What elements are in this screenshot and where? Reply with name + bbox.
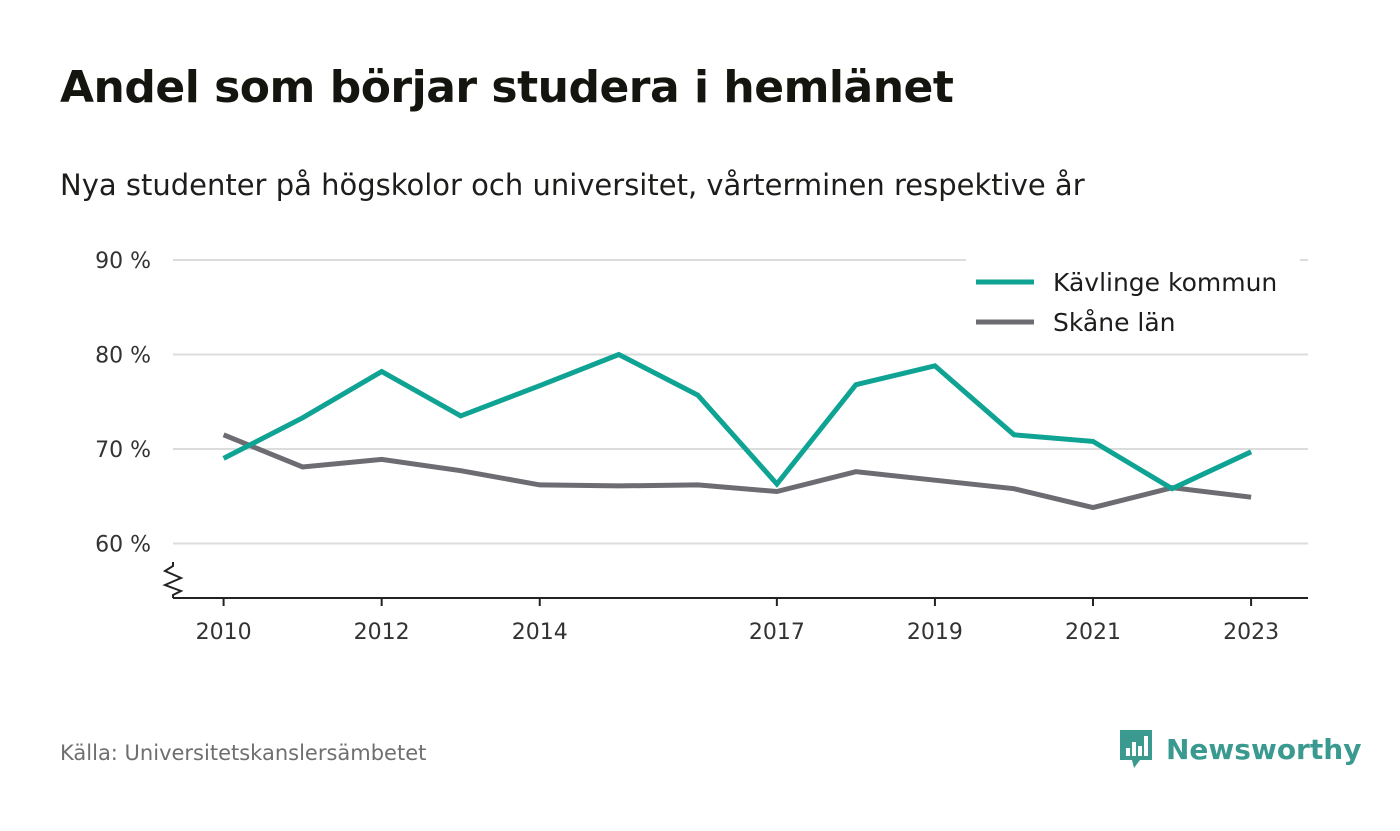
series-lines xyxy=(222,351,1253,511)
x-tick-label: 2023 xyxy=(1223,620,1279,645)
legend: Kävlinge kommun Skåne län xyxy=(966,257,1300,349)
y-tick-label: 70 % xyxy=(95,438,151,463)
y-tick-label: 60 % xyxy=(95,533,151,558)
brand-logo: Newsworthy xyxy=(1118,728,1361,770)
line-chart: 60 % 70 % 80 % 90 % 2010 2012 2014 2017 2019 2021… xyxy=(95,249,1308,645)
y-tick-label: 90 % xyxy=(95,249,151,274)
x-tick-label: 2010 xyxy=(196,620,252,645)
y-axis-break xyxy=(162,562,184,598)
x-tick-label: 2019 xyxy=(907,620,963,645)
axes: 60 % 70 % 80 % 90 % 2010 2012 2014 2017 2019 2021… xyxy=(95,249,1308,645)
legend-label: Skåne län xyxy=(1053,308,1176,337)
legend-label: Kävlinge kommun xyxy=(1053,268,1277,297)
y-tick-label: 80 % xyxy=(95,344,151,369)
series-line-kävlinge-kommun xyxy=(222,351,1253,492)
chart-subtitle: Nya studenter på högskolor och universit… xyxy=(60,168,1085,202)
x-tick-label: 2012 xyxy=(354,620,410,645)
brand-name: Newsworthy xyxy=(1166,732,1362,766)
x-tick-label: 2017 xyxy=(749,620,805,645)
legend-background xyxy=(966,257,1300,349)
x-tick-label: 2021 xyxy=(1065,620,1121,645)
chart-title: Andel som börjar studera i hemlänet xyxy=(60,62,954,113)
newsworthy-logo-icon xyxy=(1120,730,1152,768)
source-note: Källa: Universitetskanslersämbetet xyxy=(60,741,427,765)
x-tick-label: 2014 xyxy=(512,620,568,645)
series-line-skåne-län xyxy=(222,432,1252,511)
